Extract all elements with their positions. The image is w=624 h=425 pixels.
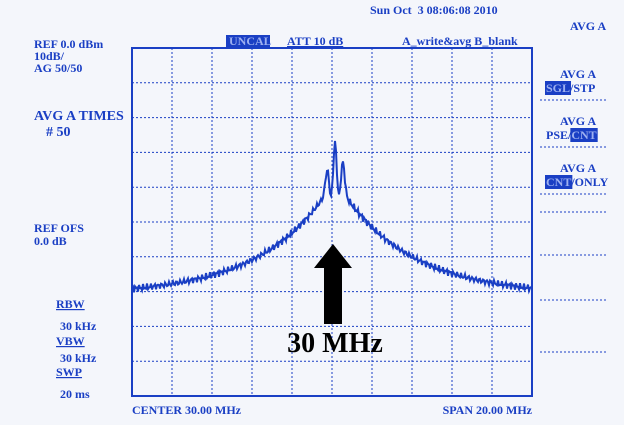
vbw: 30 kHz <box>60 351 97 365</box>
mode: AVG A <box>570 19 606 33</box>
softkey-text: /ONLY <box>570 175 608 189</box>
softkey-text: PSE/ <box>546 128 572 142</box>
vbw-label: VBW <box>56 334 85 348</box>
rbw: 30 kHz <box>60 319 97 333</box>
softkey-title: AVG A <box>560 114 596 128</box>
softkey-title: AVG A <box>560 67 596 81</box>
softkey-text: /STP <box>569 81 595 95</box>
sweep-label: SWP <box>56 365 82 379</box>
ref-offset-label: REF OFS <box>34 221 84 235</box>
softkey-highlight: SGL <box>546 81 570 95</box>
average: AG 50/50 <box>34 61 82 75</box>
softkey-label: CNT/ONLY <box>546 175 609 189</box>
attenuation: ATT 10 dB <box>287 34 343 48</box>
avg-count: # 50 <box>46 125 71 140</box>
annotation: 30 MHz <box>287 328 383 359</box>
softkey-highlight: CNT <box>546 175 571 189</box>
sweep: 20 ms <box>60 387 90 401</box>
analyzer-screen: Sun Oct 3 08:06:08 2010 AVG A UNCAL ATT … <box>0 0 624 425</box>
softkey-highlight: CNT <box>571 128 596 142</box>
uncal: UNCAL <box>229 34 272 48</box>
ref-offset: 0.0 dB <box>34 234 67 248</box>
center-frequency: CENTER 30.00 MHz <box>132 403 242 417</box>
softkey-label: PSE/CNT <box>546 128 597 142</box>
trace-mode: A_write&avg B_blank <box>402 34 518 48</box>
softkey-title: AVG A <box>560 161 596 175</box>
avg-times: AVG A TIMES <box>34 109 124 124</box>
span: SPAN 20.00 MHz <box>443 403 533 417</box>
datetime: Sun Oct 3 08:06:08 2010 <box>370 3 498 17</box>
rbw-label: RBW <box>56 297 85 311</box>
softkey-label: SGL/STP <box>546 81 595 95</box>
